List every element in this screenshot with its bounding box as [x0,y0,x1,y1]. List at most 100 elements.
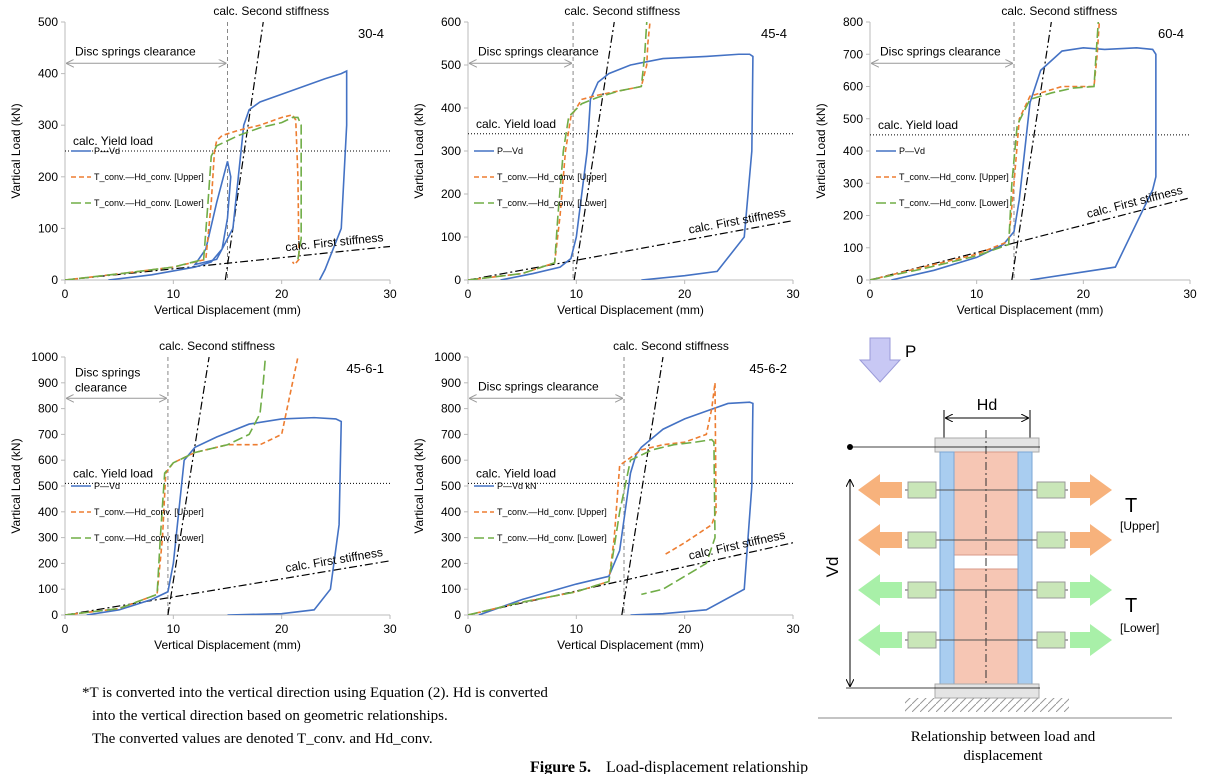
x-tick-label: 0 [62,287,69,301]
x-tick-label: 10 [570,287,584,301]
ground [905,698,1069,712]
series-line [86,416,343,615]
chart: 0 100 200 300 400 500 600 0 10 20 30 Vertical Displ… [412,4,800,317]
y-tick-label: 0 [51,608,58,622]
legend-label: T_conv.—Hd_conv. [Upper] [497,507,607,517]
x-tick-label: 0 [465,287,472,301]
y-tick-label: 200 [441,187,461,201]
series-line [65,357,267,615]
y-tick-label: 100 [38,221,58,235]
y-tick-label: 100 [843,241,863,255]
y-tick-label: 500 [441,479,461,493]
annotation: calc. Second stiffness [159,339,275,353]
top-plate [934,437,1040,453]
y-tick-label: 900 [38,376,58,390]
annotation: calc. Yield load [476,466,556,480]
x-axis-title: Vertical Displacement (mm) [557,638,704,652]
x-tick-label: 10 [970,287,984,301]
second-stiffness-line [224,22,264,280]
y-tick-label: 600 [843,80,863,94]
diagram-caption: displacement [963,748,1043,764]
bolt-row [858,474,1112,506]
legend-label: T_conv.—Hd_conv. [Upper] [497,172,607,182]
x-axis-title: Vertical Displacement (mm) [154,303,301,317]
y-tick-label: 100 [38,582,58,596]
x-axis-title: Vertical Displacement (mm) [154,638,301,652]
y-axis-title: Vartical Load (kN) [412,438,426,533]
annotation: calc. First stiffness [687,528,786,563]
legend-label: T_conv.—Hd_conv. [Lower] [94,198,204,208]
first-stiffness-line [65,560,390,615]
y-tick-label: 100 [441,582,461,596]
y-axis-title: Vartical Load (kN) [412,103,426,198]
second-stiffness-line [621,357,664,615]
annotation: calc. Yield load [476,117,556,131]
panel-label: 45-4 [761,26,787,41]
bolt-row [858,524,1112,556]
second-stiffness-line [167,357,210,615]
y-tick-label: 800 [843,15,863,29]
legend-label: P—Vd [899,146,925,156]
y-tick-label: 500 [843,112,863,126]
y-tick-label: 300 [38,118,58,132]
upper-tag: [Upper] [1120,519,1159,533]
y-tick-label: 500 [38,15,58,29]
y-axis-title: Vartical Load (kN) [814,103,828,198]
chart: 0 100 200 300 400 500 600 700 800 900 1000 0 10 20 30 V… [9,339,397,652]
annotation: calc. Yield load [73,466,153,480]
side-plate [1017,451,1033,685]
second-stiffness-line [573,22,615,280]
y-tick-label: 900 [441,376,461,390]
series-line [468,22,651,280]
annotation: calc. Second stiffness [564,4,680,18]
y-tick-label: 0 [51,273,58,287]
base-plate [934,683,1040,699]
x-tick-label: 30 [786,287,800,301]
x-tick-label: 30 [786,622,800,636]
annotation: Disc springs clearance [478,44,599,58]
legend-label: T_conv.—Hd_conv. [Upper] [899,172,1009,182]
y-tick-label: 200 [38,170,58,184]
y-axis-title: Vartical Load (kN) [9,438,23,533]
series-line [500,53,754,280]
x-tick-label: 10 [167,622,181,636]
y-tick-label: 0 [454,608,461,622]
y-tick-label: 400 [441,505,461,519]
annotation: Disc springs clearance [478,379,599,393]
chart: 0 100 200 300 400 500 0 10 20 30 Vertical Displace… [9,4,397,317]
y-tick-label: 300 [843,176,863,190]
annotation: calc. Yield load [878,118,958,132]
lower-label: T [1125,595,1137,617]
y-tick-label: 500 [441,58,461,72]
legend-label: T_conv.—Hd_conv. [Upper] [94,507,204,517]
x-tick-label: 0 [867,287,874,301]
legend-label: P—Vd [94,481,120,491]
y-axis-title: Vartical Load (kN) [9,103,23,198]
series-line [870,22,1100,280]
figure-number: Figure 5. [530,759,591,774]
series-line [108,69,348,280]
bolts [858,474,1112,656]
width-label: Hd [977,397,997,414]
x-tick-label: 20 [678,287,692,301]
diagram: P Hd T [Upper] T [Lower] Vd Relationship… [818,337,1172,764]
legend-label: T_conv.—Hd_conv. [Lower] [94,533,204,543]
chart: 0 100 200 300 400 500 600 700 800 0 10 20 30 Vertical… [814,4,1197,317]
y-tick-label: 200 [441,556,461,570]
lower-tag: [Lower] [1120,621,1159,635]
y-tick-label: 700 [843,47,863,61]
upper-label: T [1125,495,1137,517]
side-plate [939,451,955,685]
first-stiffness-line [468,542,793,615]
diagram-caption: Relationship between load and [911,729,1096,745]
note: into the vertical direction based on geo… [92,708,448,724]
x-tick-label: 30 [383,622,397,636]
panel-label: 30-4 [358,26,384,41]
y-tick-label: 400 [38,67,58,81]
y-tick-label: 600 [441,453,461,467]
series-line [468,22,648,280]
first-stiffness-line [870,197,1190,280]
series-line [65,116,302,280]
panel-label: 45-6-2 [749,361,787,376]
